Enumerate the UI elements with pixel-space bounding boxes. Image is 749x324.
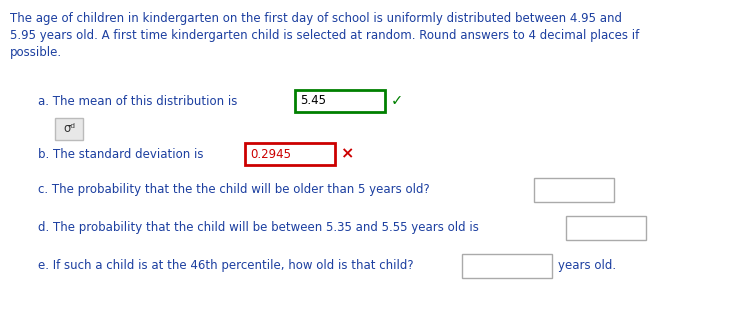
Text: 0.2945: 0.2945 xyxy=(250,147,291,160)
Bar xyxy=(295,90,385,112)
Bar xyxy=(566,216,646,240)
Text: σᵈ: σᵈ xyxy=(63,122,75,135)
Text: 5.95 years old. A first time kindergarten child is selected at random. Round ans: 5.95 years old. A first time kindergarte… xyxy=(10,29,639,42)
Text: ×: × xyxy=(341,146,354,161)
Text: years old.: years old. xyxy=(558,260,616,272)
Text: d. The probability that the child will be between 5.35 and 5.55 years old is: d. The probability that the child will b… xyxy=(38,221,479,234)
Text: The age of children in kindergarten on the first day of school is uniformly dist: The age of children in kindergarten on t… xyxy=(10,12,622,25)
Text: b. The standard deviation is: b. The standard deviation is xyxy=(38,148,204,161)
Bar xyxy=(245,143,335,165)
Text: a. The mean of this distribution is: a. The mean of this distribution is xyxy=(38,95,237,108)
Bar xyxy=(534,178,614,202)
Text: e. If such a child is at the 46th percentile, how old is that child?: e. If such a child is at the 46th percen… xyxy=(38,259,413,272)
Bar xyxy=(462,254,552,278)
Text: 5.45: 5.45 xyxy=(300,95,326,108)
Text: possible.: possible. xyxy=(10,46,62,59)
Bar xyxy=(55,118,83,140)
Text: c. The probability that the the child will be older than 5 years old?: c. The probability that the the child wi… xyxy=(38,183,430,196)
Text: ✓: ✓ xyxy=(391,94,403,109)
